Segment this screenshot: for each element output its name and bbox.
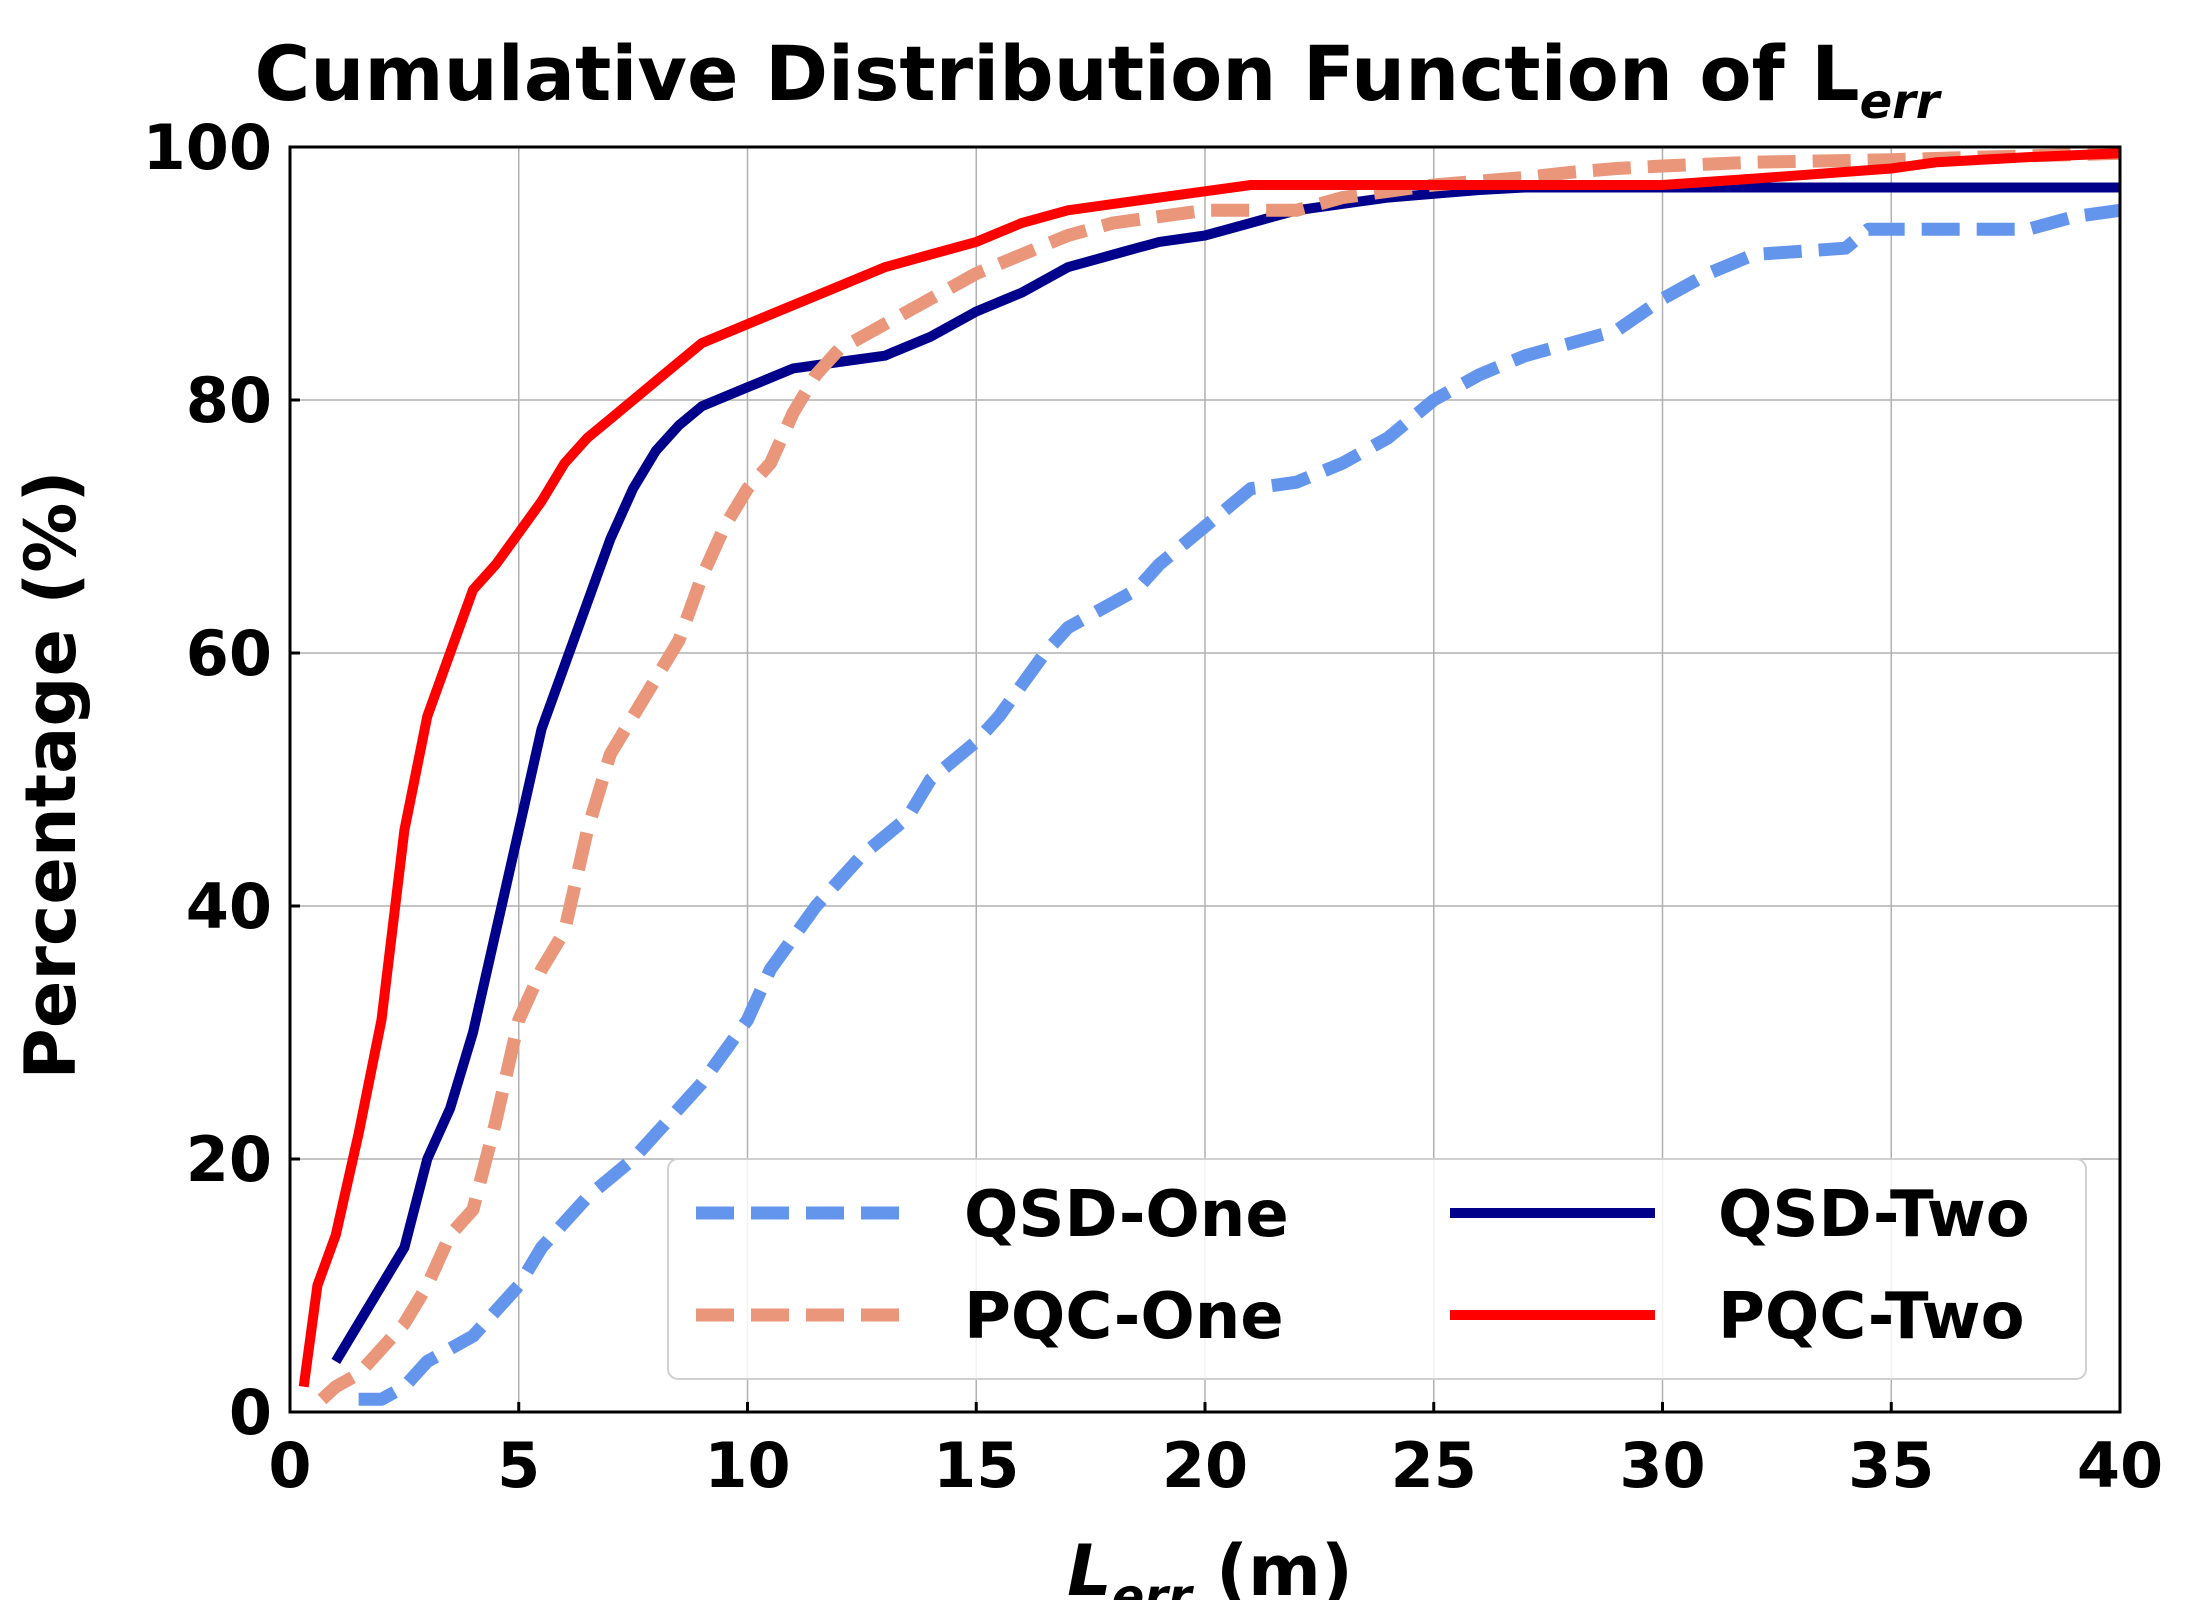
y-axis-title: Percentage (%) — [10, 471, 92, 1080]
series-line-pqc-two — [298, 148, 2121, 1388]
x-axis-title: Lerr (m) — [1067, 1530, 1353, 1600]
x-tick-label: 0 — [268, 1429, 311, 1502]
y-tick-label: 100 — [143, 111, 272, 184]
x-tick-label: 20 — [1162, 1429, 1248, 1502]
legend-label-qsd-two: QSD-Two — [1718, 1178, 2030, 1252]
x-axis-title-subscript: err — [1112, 1569, 1195, 1600]
x-tick-label: 10 — [704, 1429, 790, 1502]
x-axis-title-unit: (m) — [1192, 1530, 1353, 1600]
chart-title-main: Cumulative Distribution Function of L — [255, 29, 1860, 118]
series-line-pqc-one — [317, 146, 2121, 1405]
x-tick-label: 40 — [2077, 1429, 2163, 1502]
chart-title-subscript: err — [1860, 74, 1943, 130]
x-tick-label: 5 — [497, 1429, 540, 1502]
y-tick-label: 20 — [186, 1123, 272, 1196]
legend-box — [667, 1158, 2087, 1380]
legend-label-qsd-one: QSD-One — [964, 1178, 1289, 1252]
x-tick-label: 30 — [1619, 1429, 1705, 1502]
data-series — [298, 146, 2121, 1406]
y-tick-label: 80 — [186, 364, 272, 437]
x-axis-title-symbol: L — [1067, 1530, 1112, 1600]
y-tick-label: 60 — [186, 617, 272, 690]
legend-label-pqc-one: PQC-One — [964, 1280, 1284, 1354]
x-tick-label: 15 — [933, 1429, 1019, 1502]
chart-title: Cumulative Distribution Function of Lerr — [255, 29, 1943, 130]
grid-lines — [289, 146, 2121, 1413]
legend-label-pqc-two: PQC-Two — [1718, 1280, 2025, 1354]
axis-ticks: 0 5 10 15 20 25 30 35 40 0 20 40 60 80 100 — [143, 111, 2164, 1502]
x-tick-label: 25 — [1391, 1429, 1477, 1502]
y-tick-label: 40 — [186, 870, 272, 943]
y-tick-label: 0 — [229, 1376, 272, 1449]
legend: QSD-One QSD-Two PQC-One PQC-Two — [667, 1158, 2087, 1380]
x-tick-label: 35 — [1848, 1429, 1934, 1502]
